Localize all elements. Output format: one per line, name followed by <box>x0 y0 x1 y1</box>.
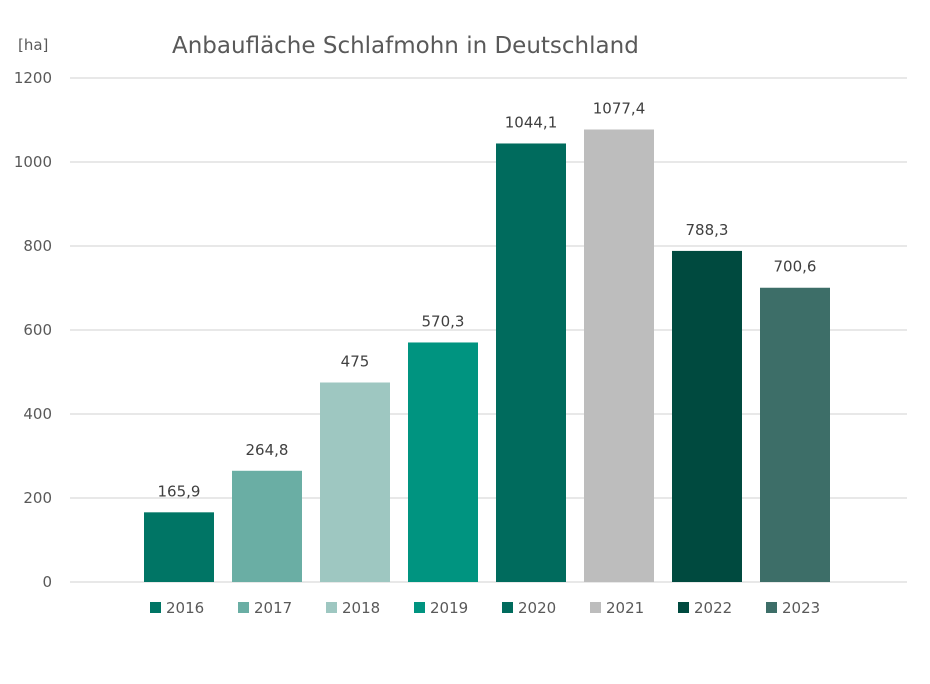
legend: 2016 2017 2018 2019 2020 2021 2022 2023 <box>150 599 820 617</box>
legend-swatch-2021 <box>590 602 601 613</box>
legend-swatch-2018 <box>326 602 337 613</box>
y-axis-unit-label: [ha] <box>18 36 48 54</box>
y-tick-label-0: 0 <box>42 573 52 591</box>
legend-label-2020: 2020 <box>518 599 556 617</box>
legend-label-2018: 2018 <box>342 599 380 617</box>
data-labels: 165,9 264,8 475 570,3 1044,1 1077,4 788,3 700,6 <box>158 99 817 500</box>
legend-item-2023: 2023 <box>766 599 820 617</box>
bar-2017 <box>232 470 302 582</box>
bar-2020 <box>496 143 566 582</box>
bar-2018 <box>320 382 390 582</box>
legend-item-2018: 2018 <box>326 599 380 617</box>
data-label-2019: 570,3 <box>422 312 465 330</box>
legend-item-2021: 2021 <box>590 599 644 617</box>
bar-2021 <box>584 129 654 582</box>
legend-swatch-2016 <box>150 602 161 613</box>
data-label-2018: 475 <box>341 353 370 371</box>
legend-label-2021: 2021 <box>606 599 644 617</box>
legend-label-2023: 2023 <box>782 599 820 617</box>
gridlines <box>70 77 907 583</box>
legend-swatch-2019 <box>414 602 425 613</box>
legend-swatch-2023 <box>766 602 777 613</box>
bar-2022 <box>672 250 742 582</box>
chart-title: Anbaufläche Schlafmohn in Deutschland <box>172 33 639 59</box>
legend-item-2019: 2019 <box>414 599 468 617</box>
bar-2016 <box>144 512 214 582</box>
data-label-2022: 788,3 <box>686 221 729 239</box>
bar-2019 <box>408 342 478 582</box>
y-axis-ticks: 0 200 400 600 800 1000 1200 <box>14 69 52 591</box>
data-label-2021: 1077,4 <box>593 99 646 117</box>
y-tick-label-200: 200 <box>23 489 52 507</box>
legend-swatch-2017 <box>238 602 249 613</box>
y-tick-label-1200: 1200 <box>14 69 52 87</box>
legend-label-2016: 2016 <box>166 599 204 617</box>
y-tick-label-800: 800 <box>23 237 52 255</box>
legend-swatch-2020 <box>502 602 513 613</box>
legend-item-2020: 2020 <box>502 599 556 617</box>
y-tick-label-1000: 1000 <box>14 153 52 171</box>
legend-swatch-2022 <box>678 602 689 613</box>
y-tick-label-600: 600 <box>23 321 52 339</box>
legend-item-2022: 2022 <box>678 599 732 617</box>
legend-item-2016: 2016 <box>150 599 204 617</box>
data-label-2020: 1044,1 <box>505 113 558 131</box>
bars <box>144 129 830 582</box>
legend-label-2022: 2022 <box>694 599 732 617</box>
legend-item-2017: 2017 <box>238 599 292 617</box>
data-label-2023: 700,6 <box>774 258 817 276</box>
y-tick-label-400: 400 <box>23 405 52 423</box>
legend-label-2017: 2017 <box>254 599 292 617</box>
data-label-2016: 165,9 <box>158 482 201 500</box>
bar-2023 <box>760 287 830 582</box>
legend-label-2019: 2019 <box>430 599 468 617</box>
data-label-2017: 264,8 <box>246 441 289 459</box>
